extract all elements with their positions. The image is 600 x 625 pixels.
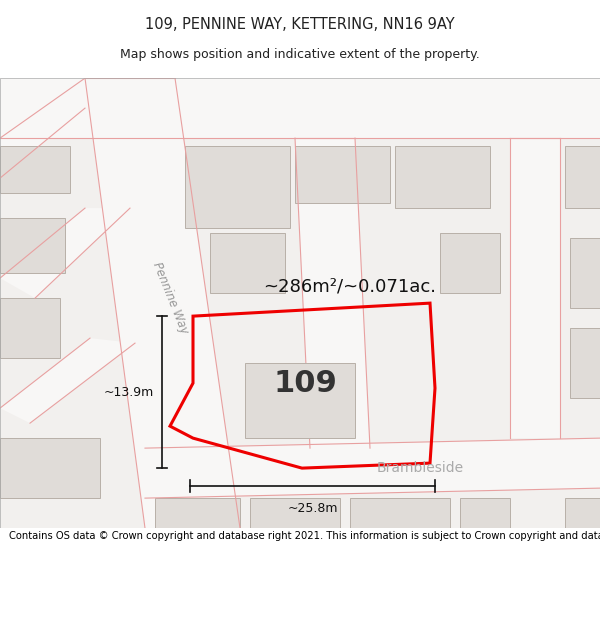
Polygon shape xyxy=(295,146,390,203)
Polygon shape xyxy=(0,438,100,498)
Polygon shape xyxy=(440,233,500,293)
Polygon shape xyxy=(0,78,600,138)
Polygon shape xyxy=(210,233,285,293)
Polygon shape xyxy=(0,218,65,273)
Polygon shape xyxy=(350,498,450,528)
Polygon shape xyxy=(155,498,240,528)
Text: Contains OS data © Crown copyright and database right 2021. This information is : Contains OS data © Crown copyright and d… xyxy=(9,531,600,541)
Polygon shape xyxy=(0,146,70,193)
Polygon shape xyxy=(565,146,600,208)
Text: 109: 109 xyxy=(273,369,337,398)
Polygon shape xyxy=(145,438,600,498)
Polygon shape xyxy=(250,498,340,528)
Polygon shape xyxy=(570,328,600,398)
Polygon shape xyxy=(295,138,370,448)
Polygon shape xyxy=(0,78,600,528)
Text: Pennine Way: Pennine Way xyxy=(149,260,190,336)
Polygon shape xyxy=(570,238,600,308)
Text: Brambleside: Brambleside xyxy=(376,461,464,475)
Polygon shape xyxy=(0,78,85,178)
Polygon shape xyxy=(245,363,355,438)
Polygon shape xyxy=(565,498,600,528)
Polygon shape xyxy=(510,138,560,438)
Text: 109, PENNINE WAY, KETTERING, NN16 9AY: 109, PENNINE WAY, KETTERING, NN16 9AY xyxy=(145,17,455,32)
Text: Map shows position and indicative extent of the property.: Map shows position and indicative extent… xyxy=(120,48,480,61)
Polygon shape xyxy=(85,78,240,528)
Polygon shape xyxy=(0,338,135,423)
Polygon shape xyxy=(185,146,290,228)
Polygon shape xyxy=(0,298,60,358)
Text: ~286m²/~0.071ac.: ~286m²/~0.071ac. xyxy=(263,277,437,295)
Polygon shape xyxy=(0,208,130,298)
Text: ~13.9m: ~13.9m xyxy=(104,386,154,399)
Polygon shape xyxy=(490,78,600,138)
Polygon shape xyxy=(395,146,490,208)
Text: ~25.8m: ~25.8m xyxy=(287,502,338,515)
Polygon shape xyxy=(460,498,510,528)
